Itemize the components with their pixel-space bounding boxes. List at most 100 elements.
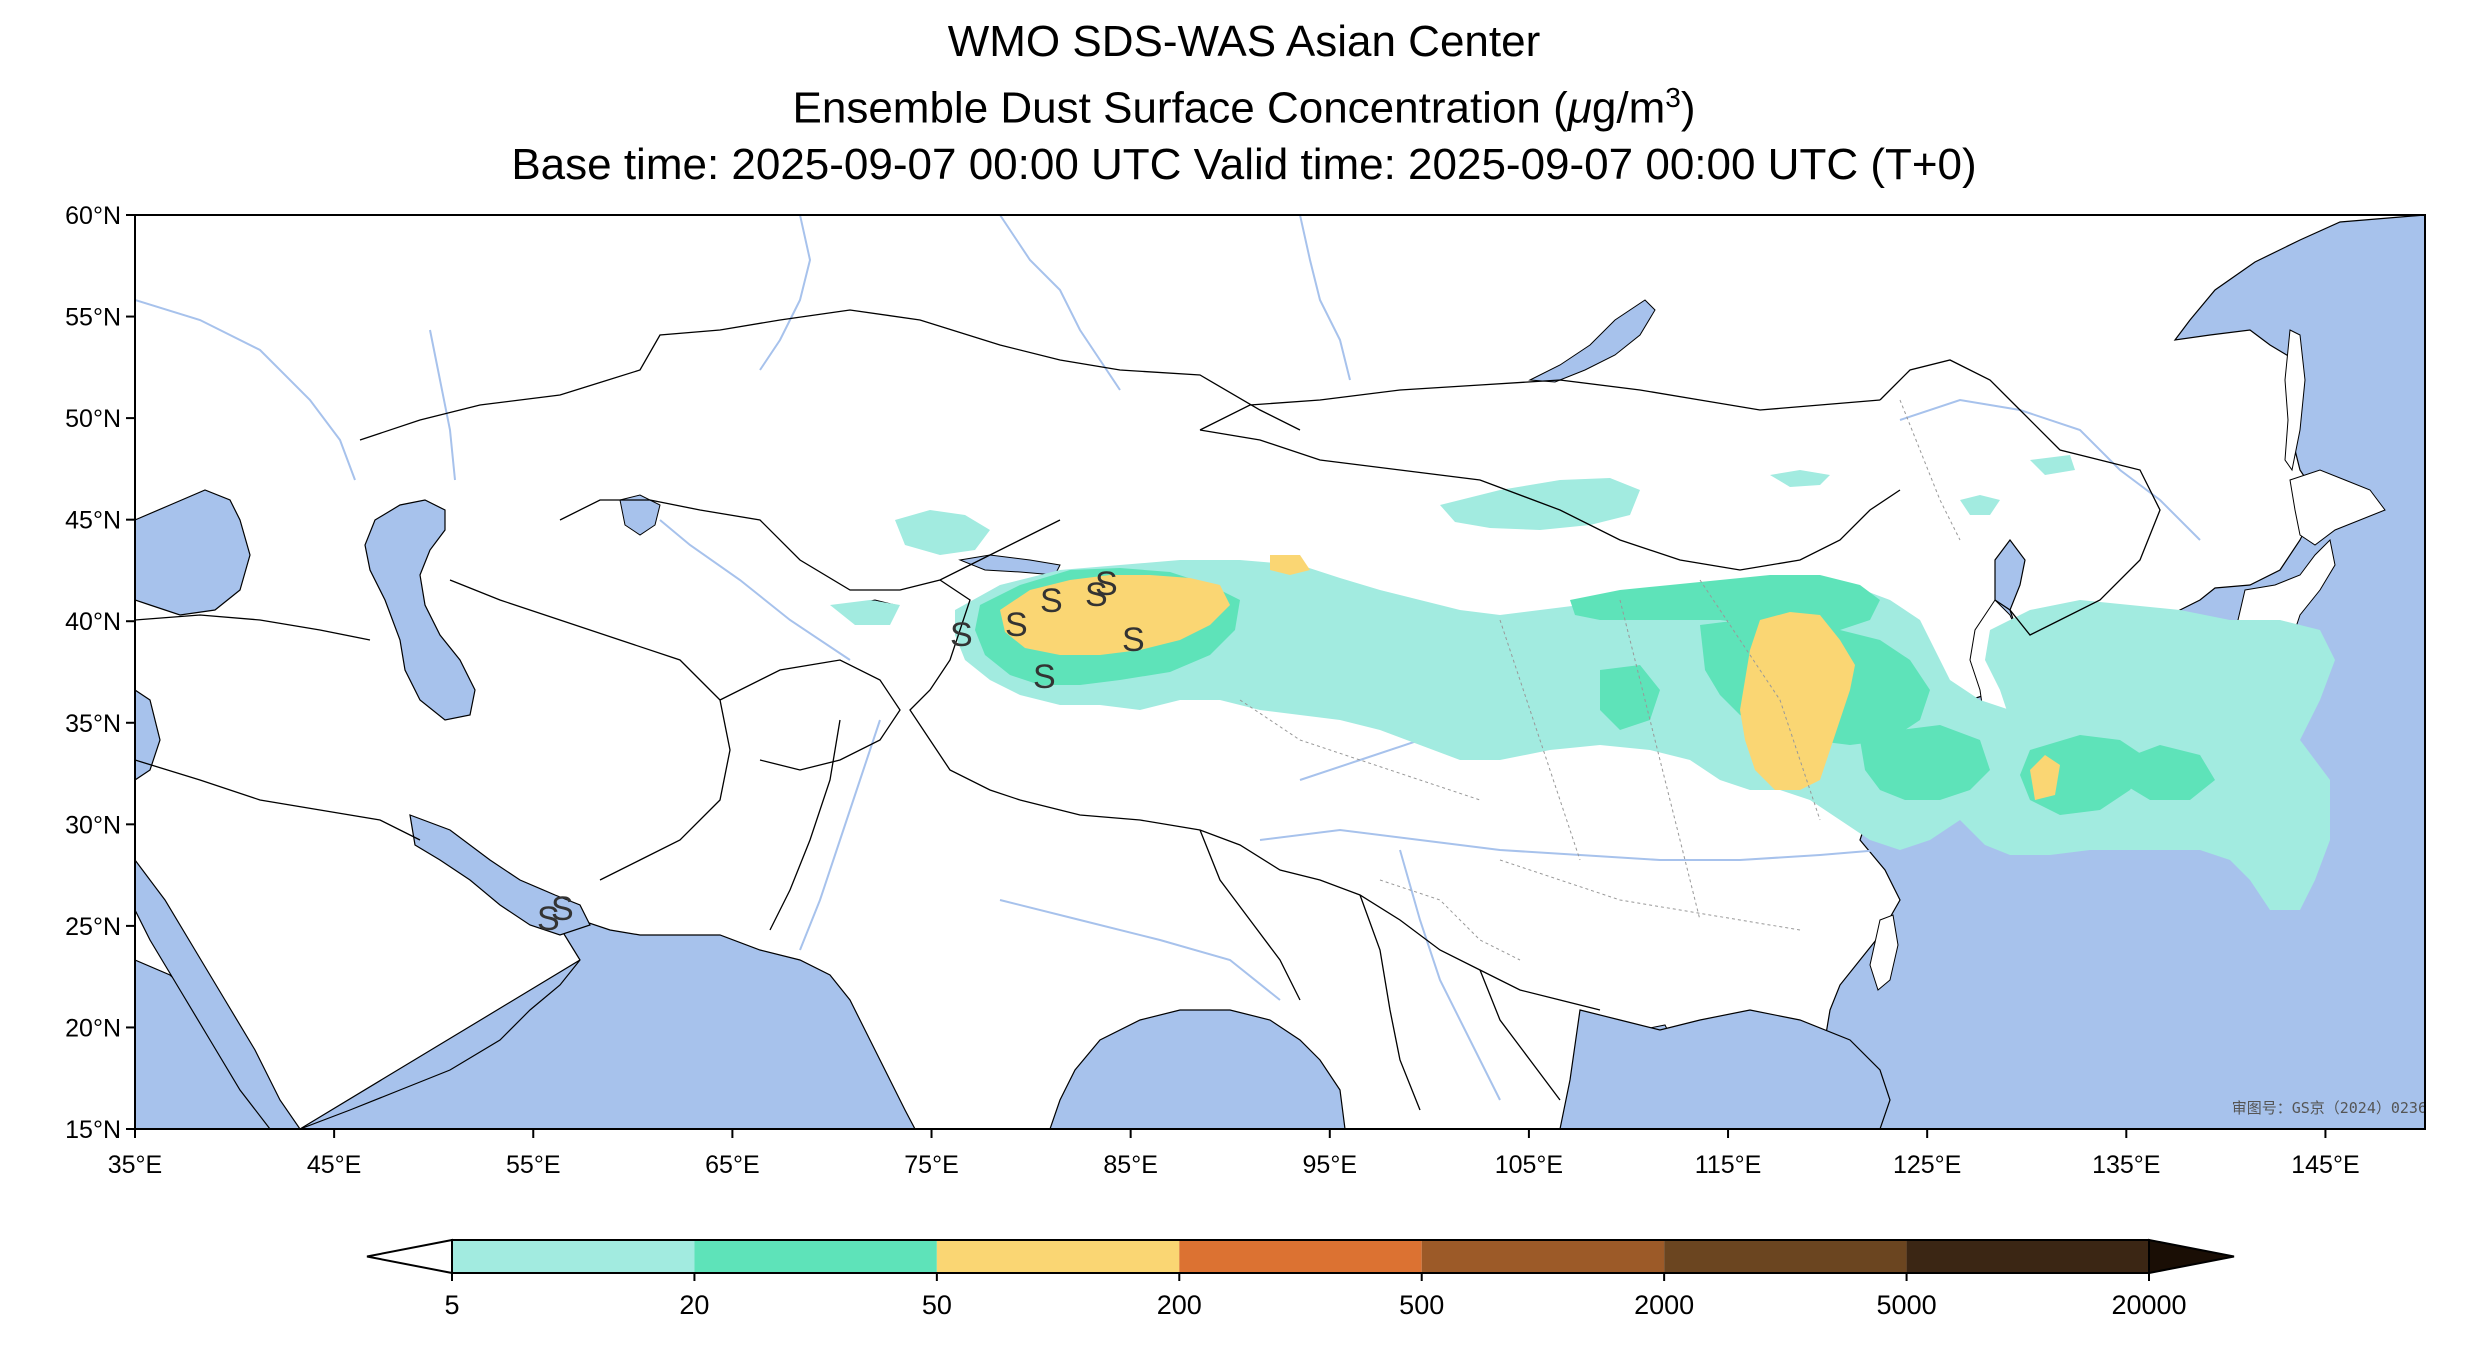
colorbar-segment [694, 1240, 937, 1273]
lake-baikal [1528, 299, 1656, 383]
japan-hokkaido [2289, 469, 2386, 546]
border-kazakhstan-south [559, 499, 1061, 591]
caspian-sea [364, 499, 476, 721]
title-unit-rest: g/m [1591, 83, 1666, 133]
river-ganges [999, 899, 1281, 1001]
river-amu-darya [659, 519, 851, 661]
title-line-2: Ensemble Dust Surface Concentration (μg/… [0, 70, 2488, 137]
colorbar-segment [1906, 1240, 2149, 1273]
dust-source-marker-8: S [537, 900, 560, 938]
lat-tick-label: 60°N [65, 202, 121, 230]
province-border-3 [1619, 599, 1701, 921]
lon-tick-label: 105°E [1495, 1151, 1563, 1179]
colorbar: 5 20 50 200 500 2000 5000 20000 [366, 1238, 2235, 1320]
dust-region-north-china-core [1740, 612, 1855, 790]
persian-gulf [409, 814, 591, 936]
province-border-1 [1239, 699, 1481, 801]
colorbar-segment [1664, 1240, 1907, 1273]
sakhalin [2284, 329, 2306, 472]
dust-source-marker-4: S [1085, 576, 1108, 614]
colorbar-tick-label: 500 [1399, 1290, 1444, 1320]
dust-source-marker-7: S [1033, 658, 1056, 696]
dust-region-korea-strait [2030, 755, 2060, 800]
colorbar-segment [936, 1240, 1180, 1273]
colorbar-segment [1421, 1240, 1665, 1273]
province-border-6 [1899, 399, 1961, 541]
lon-tick-label: 125°E [1893, 1151, 1961, 1179]
dust-source-marker-2: S [1005, 606, 1028, 644]
south-china-sea [1559, 1009, 1891, 1129]
title-line-3: Base time: 2025-09-07 00:00 UTC Valid ti… [511, 139, 1977, 189]
dust-region-mongolia-west [1440, 478, 1640, 530]
lon-tick-label: 75°E [904, 1151, 958, 1179]
border-china-russia-east [1879, 359, 2161, 636]
border-laos-vietnam [1479, 969, 1561, 1101]
lon-tick-label: 55°E [506, 1151, 560, 1179]
lat-tick-label: 25°N [65, 913, 121, 941]
dust-source-markers: S S S S S S S S S [537, 565, 1145, 938]
border-china-south [1019, 799, 1601, 1011]
river-yangtze [1259, 828, 1881, 861]
mediterranean-east [135, 689, 161, 781]
river-amur [1899, 398, 2201, 541]
dust-region-japan-east [2120, 745, 2215, 800]
lon-tick-label: 45°E [307, 1151, 361, 1179]
axis-ticks: 35°E 45°E 55°E 65°E 75°E 85°E 95°E 105°E 115°E 12… [65, 202, 2359, 1179]
colorbar-segment [1179, 1240, 1422, 1273]
lon-tick-label: 35°E [108, 1151, 162, 1179]
dust-region-northeast [2030, 455, 2075, 475]
lon-tick-label: 65°E [705, 1151, 759, 1179]
colorbar-over-arrow [2148, 1238, 2235, 1275]
lat-tick-label: 55°N [65, 304, 121, 332]
colorbar-tick-label: 5000 [1877, 1290, 1937, 1320]
river-ob [999, 215, 1121, 391]
title-line-2-prefix: Ensemble Dust Surface Concentration ( [792, 83, 1568, 133]
colorbar-tick-label: 200 [1157, 1290, 1202, 1320]
colorbar-tick-label: 20000 [2111, 1290, 2186, 1320]
title-line-1: WMO SDS-WAS Asian Center [947, 17, 1541, 66]
border-arabia [135, 759, 421, 841]
border-china-mongolia [1199, 429, 1901, 571]
title-unit-sup: 3 [1665, 82, 1681, 113]
dust-region-qinghai [1600, 665, 1660, 730]
province-border-4 [1699, 579, 1821, 821]
dust-level-50-200 [1000, 555, 2060, 800]
border-india-pakistan [769, 719, 841, 931]
lon-tick-label: 135°E [2092, 1151, 2160, 1179]
lat-tick-label: 35°N [65, 710, 121, 738]
river-irtysh [759, 215, 812, 371]
river-volga [135, 299, 356, 481]
map-area: S S S S S S S S S 审图号：GS京（2024）0236号 [135, 215, 2425, 1129]
colorbar-frame [451, 1239, 2150, 1274]
title-unit-mu: μ [1567, 83, 1592, 133]
dust-region-kyrgyz [830, 600, 900, 625]
lon-tick-label: 95°E [1303, 1151, 1357, 1179]
dust-contours [830, 455, 2335, 910]
river-indus [799, 719, 881, 951]
lon-tick-label: 85°E [1103, 1151, 1157, 1179]
border-mongolia-russia [1199, 379, 1881, 431]
dust-region-manchuria [1960, 495, 2000, 515]
dust-region-taklimakan-core [1000, 575, 1230, 655]
lat-tick-label: 30°N [65, 811, 121, 839]
colorbar-tick-label: 5 [444, 1290, 459, 1320]
lon-tick-label: 145°E [2291, 1151, 2359, 1179]
province-border-2 [1499, 619, 1581, 861]
red-sea [135, 859, 301, 1129]
dust-region-east-china [1860, 725, 1990, 800]
river-mekong [1399, 849, 1501, 1101]
province-border-7 [1379, 879, 1521, 961]
dust-source-marker-5: S [1095, 565, 1118, 603]
dust-region-northwest [895, 510, 990, 555]
country-borders [135, 309, 2161, 1111]
river-ural [429, 329, 456, 481]
province-border-5 [1499, 859, 1801, 931]
lat-tick-label: 15°N [65, 1116, 121, 1144]
arabian-sea [299, 894, 916, 1129]
colorbar-segment [452, 1240, 695, 1273]
lake-balkhash [958, 554, 1061, 576]
black-sea [135, 489, 251, 616]
dust-source-marker-6: S [1122, 621, 1145, 659]
title-line-2-suffix: ) [1680, 83, 1696, 133]
